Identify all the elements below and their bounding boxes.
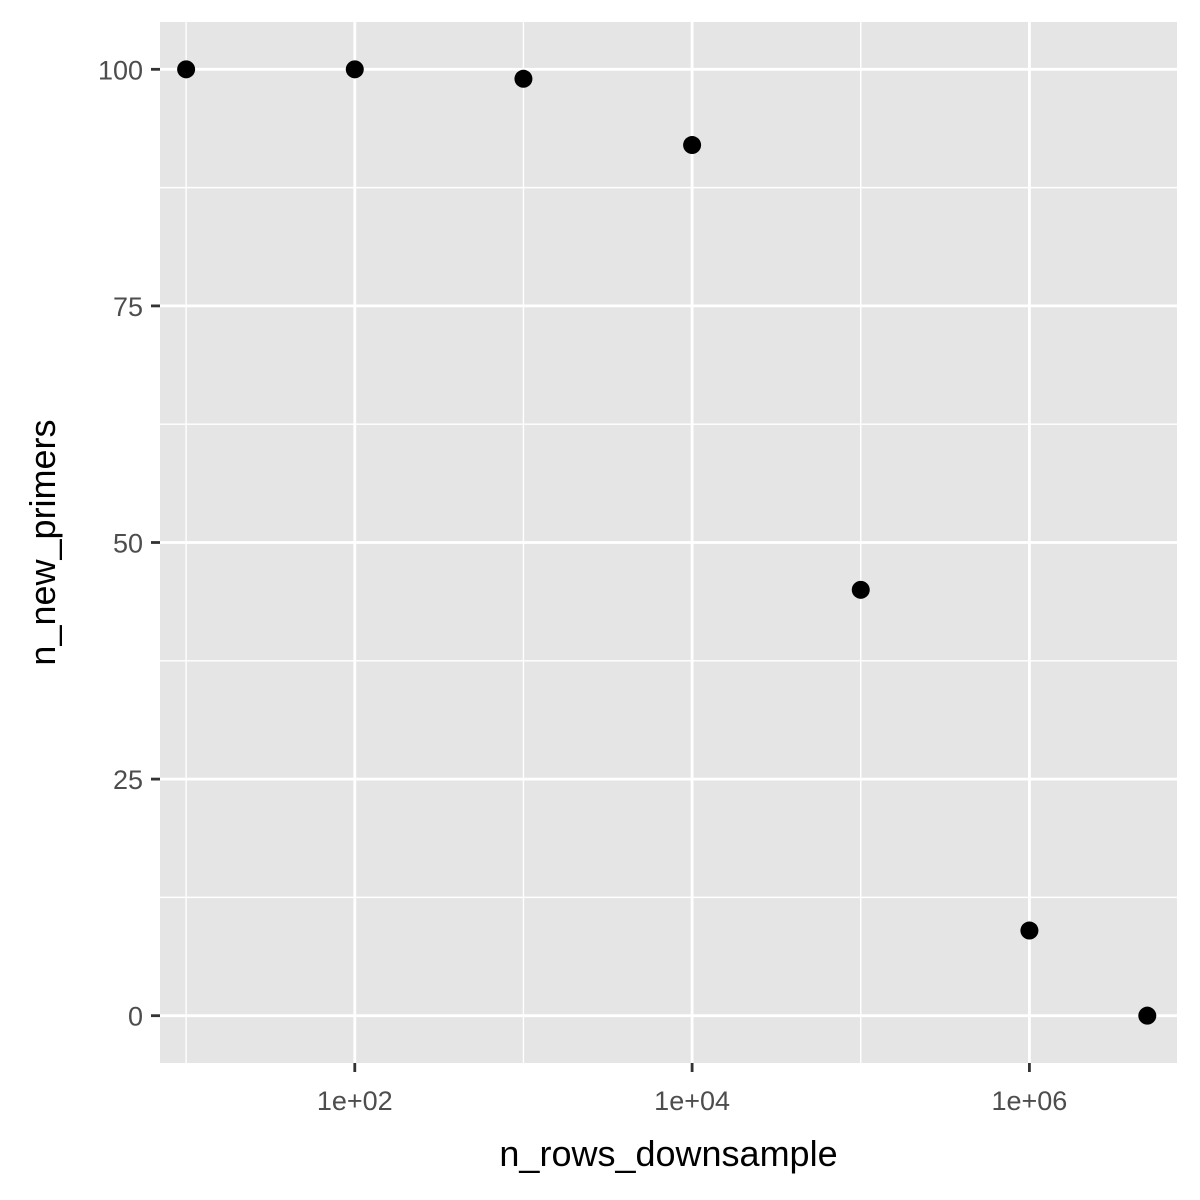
y-tick-label: 25 [113, 765, 143, 795]
y-tick-label: 50 [113, 529, 143, 559]
data-point [1138, 1006, 1157, 1025]
major-gridlines [160, 22, 1177, 1063]
data-point [345, 60, 364, 79]
data-point [1020, 921, 1039, 940]
x-tick-label: 1e+06 [991, 1086, 1067, 1116]
data-points [177, 60, 1157, 1025]
data-point [514, 69, 533, 88]
y-tick-label: 0 [128, 1002, 143, 1032]
y-tick-label: 75 [113, 292, 143, 322]
data-point [683, 136, 702, 155]
axis-ticks: 1e+02 1e+04 1e+06 0 25 50 75 100 [98, 55, 1067, 1116]
y-axis-title: n_new_primers [22, 419, 63, 665]
x-tick-label: 1e+02 [317, 1086, 393, 1116]
x-tick-label: 1e+04 [654, 1086, 730, 1116]
y-tick-label: 100 [98, 55, 143, 85]
data-point [851, 580, 870, 599]
x-axis-title: n_rows_downsample [499, 1133, 837, 1174]
data-point [177, 60, 196, 79]
